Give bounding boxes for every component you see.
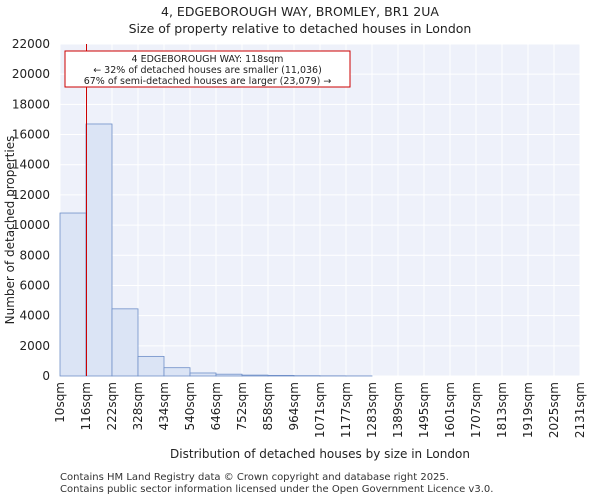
x-tick-label: 540sqm [183,382,197,430]
y-tick-label: 2000 [19,339,50,353]
histogram-bar [111,308,139,377]
y-tick-label: 14000 [12,158,50,172]
x-tick-label: 1071sqm [313,382,327,438]
x-tick-label: 1601sqm [443,382,457,438]
x-tick-label: 10sqm [53,382,67,423]
x-tick-label: 1707sqm [469,382,483,438]
x-tick-label: 1389sqm [391,382,405,438]
y-tick-label: 18000 [12,97,50,111]
x-axis-label: Distribution of detached houses by size … [170,447,470,461]
x-tick-label: 2131sqm [573,382,587,438]
x-tick-label: 2025sqm [547,382,561,438]
histogram-bar [59,212,87,377]
y-tick-label: 12000 [12,188,50,202]
histogram-bar [241,374,269,377]
y-tick-label: 6000 [19,278,50,292]
y-tick-label: 16000 [12,128,50,142]
x-tick-label: 1495sqm [417,382,431,438]
x-tick-label: 434sqm [157,382,171,430]
annotation-line-1: 4 EDGEBOROUGH WAY: 118sqm [132,54,284,65]
histogram-bar [267,374,295,377]
x-tick-label: 222sqm [105,382,119,430]
annotation-box: 4 EDGEBOROUGH WAY: 118sqm ← 32% of detac… [64,50,351,88]
x-tick-label: 116sqm [79,382,93,430]
y-tick-label: 10000 [12,218,50,232]
chart-subtitle: Size of property relative to detached ho… [128,21,472,36]
x-tick-label: 1177sqm [339,382,353,438]
histogram-bar [215,373,243,377]
x-tick-label: 964sqm [287,382,301,430]
x-tick-label: 1813sqm [495,382,509,438]
annotation-border [64,50,351,88]
x-tick-label: 752sqm [235,382,249,430]
histogram-bar [137,355,165,377]
x-tick-label: 858sqm [261,382,275,430]
x-tick-label: 1283sqm [365,382,379,438]
footer-line-2: Contains public sector information licen… [60,484,494,495]
annotation-line-2: ← 32% of detached houses are smaller (11… [93,65,322,76]
x-tick-label: 328sqm [131,382,145,430]
y-tick-label: 22000 [12,37,50,51]
histogram-bar [163,367,191,377]
histogram-bar [85,123,113,377]
annotation-line-3: 67% of semi-detached houses are larger (… [84,76,332,87]
y-tick-label: 0 [42,369,50,383]
y-axis-label: Number of detached properties [3,136,17,325]
y-tick-label: 8000 [19,248,50,262]
chart-title: 4, EDGEBOROUGH WAY, BROMLEY, BR1 2UA [161,4,439,19]
footer-line-1: Contains HM Land Registry data © Crown c… [60,472,449,483]
y-tick-label: 4000 [19,309,50,323]
x-tick-label: 1919sqm [521,382,535,438]
histogram-bar [189,372,217,377]
x-tick-label: 646sqm [209,382,223,430]
y-tick-label: 20000 [12,67,50,81]
